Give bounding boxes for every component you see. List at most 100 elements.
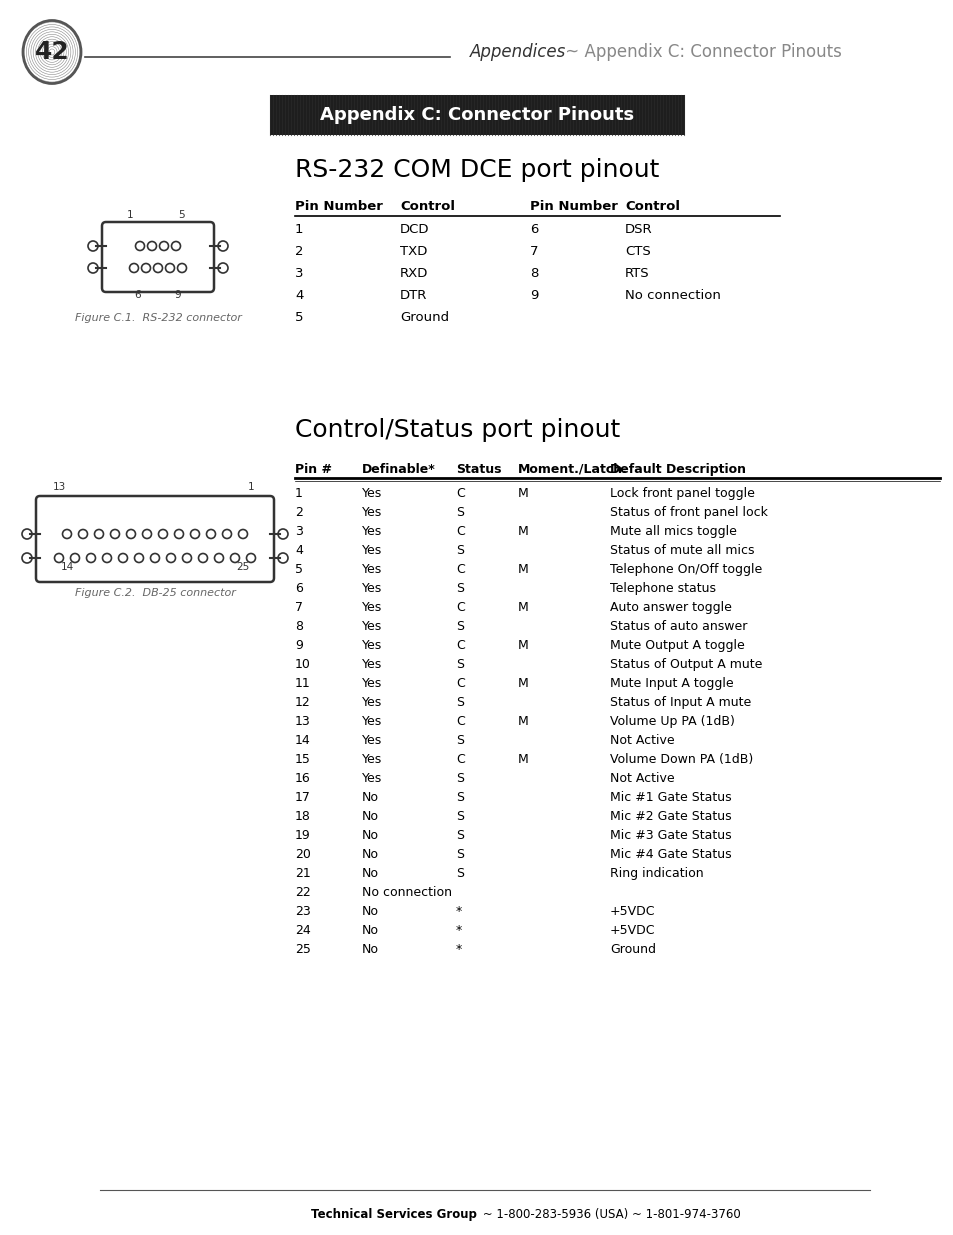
Text: Yes: Yes — [361, 601, 382, 614]
Text: Default Description: Default Description — [609, 463, 745, 475]
Text: 25: 25 — [294, 944, 311, 956]
Text: Yes: Yes — [361, 543, 382, 557]
Text: Status of front panel lock: Status of front panel lock — [609, 506, 767, 519]
Text: M: M — [517, 601, 528, 614]
Text: DTR: DTR — [399, 289, 427, 303]
Text: Telephone status: Telephone status — [609, 582, 716, 595]
Text: No: No — [361, 810, 378, 823]
Text: 7: 7 — [294, 601, 303, 614]
Text: S: S — [456, 810, 463, 823]
Text: Mute Input A toggle: Mute Input A toggle — [609, 677, 733, 690]
Text: S: S — [456, 697, 463, 709]
Text: Yes: Yes — [361, 506, 382, 519]
Text: Volume Down PA (1dB): Volume Down PA (1dB) — [609, 753, 753, 766]
Text: 4: 4 — [294, 543, 302, 557]
Text: Not Active: Not Active — [609, 772, 674, 785]
Text: 25: 25 — [236, 562, 250, 572]
Text: No: No — [361, 867, 378, 881]
Text: C: C — [456, 715, 464, 727]
Text: 24: 24 — [294, 924, 311, 937]
Text: No: No — [361, 829, 378, 842]
Text: S: S — [456, 543, 463, 557]
Text: M: M — [517, 487, 528, 500]
Text: S: S — [456, 658, 463, 671]
Text: 2: 2 — [294, 506, 302, 519]
Text: 9: 9 — [294, 638, 302, 652]
Text: S: S — [456, 790, 463, 804]
Text: No: No — [361, 944, 378, 956]
Text: Yes: Yes — [361, 620, 382, 634]
Text: 5: 5 — [294, 563, 303, 576]
Text: S: S — [456, 620, 463, 634]
Text: Auto answer toggle: Auto answer toggle — [609, 601, 731, 614]
Text: Mic #4 Gate Status: Mic #4 Gate Status — [609, 848, 731, 861]
Text: C: C — [456, 677, 464, 690]
Text: Yes: Yes — [361, 772, 382, 785]
Text: Yes: Yes — [361, 487, 382, 500]
Text: Control: Control — [624, 200, 679, 212]
Text: DCD: DCD — [399, 224, 429, 236]
Text: +5VDC: +5VDC — [609, 905, 655, 918]
Text: C: C — [456, 601, 464, 614]
Text: C: C — [456, 563, 464, 576]
Text: Moment./Latch.: Moment./Latch. — [517, 463, 627, 475]
Text: Status: Status — [456, 463, 501, 475]
Text: Definable*: Definable* — [361, 463, 436, 475]
Text: S: S — [456, 848, 463, 861]
Text: Yes: Yes — [361, 753, 382, 766]
Text: 3: 3 — [294, 267, 303, 280]
Text: Appendix C: Connector Pinouts: Appendix C: Connector Pinouts — [319, 106, 634, 124]
Text: Ring indication: Ring indication — [609, 867, 703, 881]
Text: 9: 9 — [530, 289, 537, 303]
Text: 9: 9 — [174, 290, 181, 300]
Text: Status of Output A mute: Status of Output A mute — [609, 658, 761, 671]
Text: *: * — [456, 905, 462, 918]
Text: 1: 1 — [294, 487, 302, 500]
Text: 20: 20 — [294, 848, 311, 861]
Text: 4: 4 — [294, 289, 303, 303]
Text: S: S — [456, 772, 463, 785]
Text: Mute Output A toggle: Mute Output A toggle — [609, 638, 744, 652]
Text: Pin Number: Pin Number — [530, 200, 618, 212]
Text: Yes: Yes — [361, 638, 382, 652]
Text: 17: 17 — [294, 790, 311, 804]
FancyBboxPatch shape — [270, 95, 684, 135]
Text: S: S — [456, 582, 463, 595]
Text: 2: 2 — [294, 245, 303, 258]
Text: 23: 23 — [294, 905, 311, 918]
Text: Not Active: Not Active — [609, 734, 674, 747]
Text: C: C — [456, 753, 464, 766]
Text: 1: 1 — [127, 210, 133, 220]
Text: Yes: Yes — [361, 525, 382, 538]
Text: No connection: No connection — [624, 289, 720, 303]
Text: 15: 15 — [294, 753, 311, 766]
Text: 10: 10 — [294, 658, 311, 671]
Text: 5: 5 — [294, 311, 303, 324]
Text: DSR: DSR — [624, 224, 652, 236]
Text: 8: 8 — [294, 620, 303, 634]
Text: C: C — [456, 525, 464, 538]
Text: Lock front panel toggle: Lock front panel toggle — [609, 487, 754, 500]
Text: 14: 14 — [60, 562, 73, 572]
Text: CTS: CTS — [624, 245, 650, 258]
Text: 13: 13 — [294, 715, 311, 727]
Text: Yes: Yes — [361, 582, 382, 595]
Text: 6: 6 — [294, 582, 302, 595]
Text: S: S — [456, 506, 463, 519]
Text: 22: 22 — [294, 885, 311, 899]
Text: S: S — [456, 829, 463, 842]
Text: Yes: Yes — [361, 734, 382, 747]
Text: 5: 5 — [178, 210, 185, 220]
Text: 13: 13 — [52, 482, 66, 492]
Text: C: C — [456, 638, 464, 652]
Text: RXD: RXD — [399, 267, 428, 280]
Text: Yes: Yes — [361, 563, 382, 576]
Text: Figure C.1.  RS-232 connector: Figure C.1. RS-232 connector — [74, 312, 241, 324]
Text: +5VDC: +5VDC — [609, 924, 655, 937]
Text: TXD: TXD — [399, 245, 427, 258]
Text: C: C — [456, 487, 464, 500]
Text: S: S — [456, 734, 463, 747]
Text: M: M — [517, 638, 528, 652]
Text: 18: 18 — [294, 810, 311, 823]
Text: No: No — [361, 924, 378, 937]
